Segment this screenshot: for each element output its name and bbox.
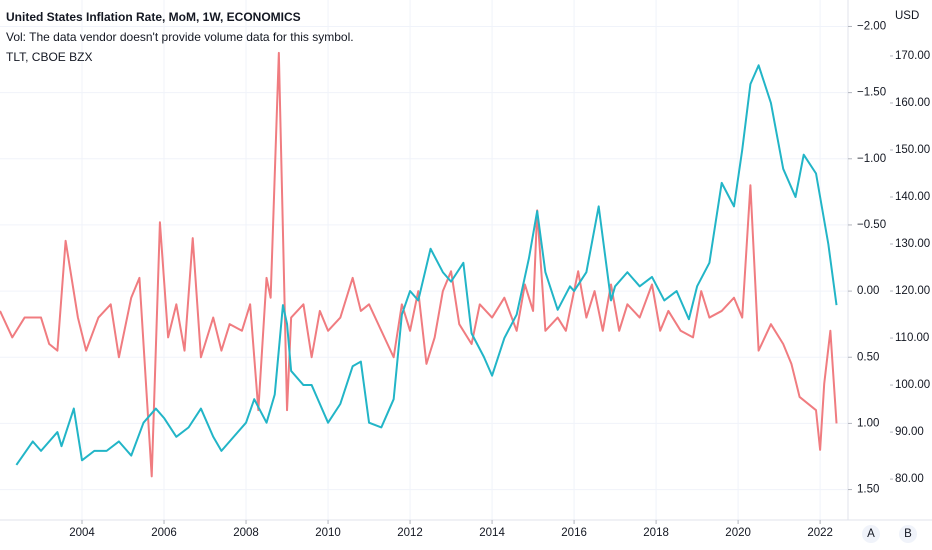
plot-area <box>0 51 838 478</box>
x-tick-label: 2014 <box>479 527 505 539</box>
y2-tick-label: 160.00 <box>895 97 930 109</box>
y-tick-label: −2.00 <box>857 20 886 32</box>
grid <box>0 0 848 520</box>
y2-tick-label: 110.00 <box>895 332 929 344</box>
y2-tick-label: 100.00 <box>895 379 930 391</box>
scale-button-bg[interactable] <box>862 525 880 543</box>
x-tick-label: 2022 <box>807 527 833 539</box>
y2-tick-label: 80.00 <box>895 473 924 485</box>
x-tick-label: 2008 <box>233 527 259 539</box>
x-tick-label: 2020 <box>725 527 751 539</box>
y2-tick-label: 130.00 <box>895 238 930 250</box>
y-tick-label: −1.50 <box>857 87 886 99</box>
y-tick-label: 0.00 <box>857 285 879 297</box>
y2-tick-label: 90.00 <box>895 426 924 438</box>
series-line <box>0 51 838 478</box>
y2-tick-label: 120.00 <box>895 285 930 297</box>
x-tick-label: 2004 <box>69 527 95 539</box>
legend-tlt[interactable]: TLT, CBOE BZX <box>6 50 92 64</box>
scale-button[interactable]: B <box>904 528 912 540</box>
x-tick-label: 2018 <box>643 527 669 539</box>
x-tick-label: 2016 <box>561 527 587 539</box>
y-tick-label: 1.00 <box>857 417 879 429</box>
x-tick-label: 2006 <box>151 527 177 539</box>
legend-inflation[interactable]: United States Inflation Rate, MoM, 1W, E… <box>6 10 301 24</box>
y-tick-label: 0.50 <box>857 351 879 363</box>
x-tick-label: 2012 <box>397 527 423 539</box>
y-tick-label: 1.50 <box>857 484 879 496</box>
volume-note: Vol: The data vendor doesn't provide vol… <box>6 30 354 44</box>
series-line <box>15 64 838 466</box>
scale-button-bg[interactable] <box>899 525 917 543</box>
y2-tick-label: 170.00 <box>895 50 930 62</box>
y2-tick-label: 140.00 <box>895 191 930 203</box>
currency-label: USD <box>895 10 919 22</box>
y2-tick-label: 150.00 <box>895 144 930 156</box>
y-tick-label: −0.50 <box>857 219 886 231</box>
x-tick-label: 2010 <box>315 527 341 539</box>
scale-button[interactable]: A <box>867 528 875 540</box>
y-tick-label: −1.00 <box>857 153 886 165</box>
